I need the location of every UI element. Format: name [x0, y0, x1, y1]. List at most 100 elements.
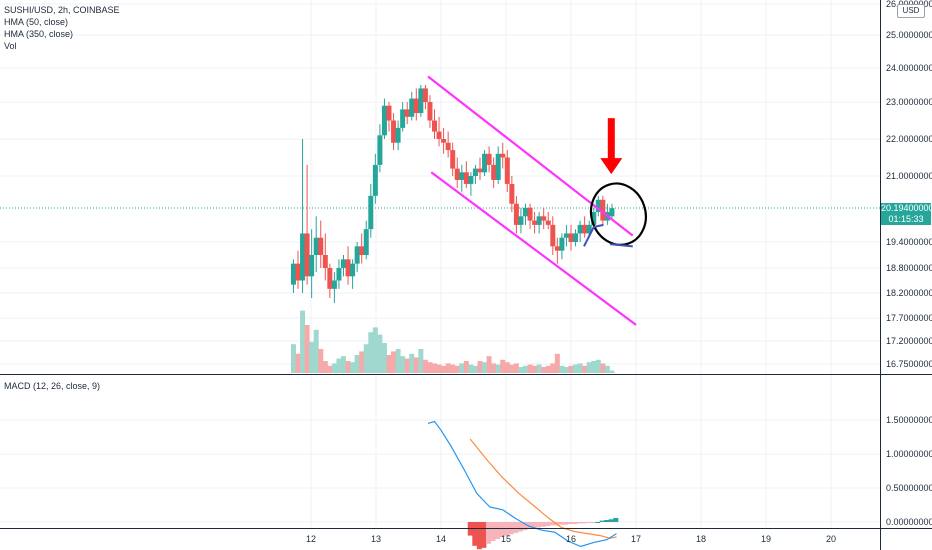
currency-badge[interactable]: USD — [897, 4, 925, 18]
last-price-value: 20.19400000 — [881, 203, 932, 213]
candle-body — [468, 176, 474, 184]
volume-bar — [318, 349, 324, 373]
candle-body — [450, 150, 456, 169]
volume-bar — [559, 365, 565, 373]
volume-bar — [527, 364, 533, 373]
macd-histogram-bar — [536, 522, 541, 528]
volume-bar — [604, 365, 610, 373]
volume-bar — [463, 361, 469, 373]
macd-histogram-bar — [485, 522, 491, 544]
volume-bar — [568, 365, 574, 373]
y-tick-label: 24.00000000 — [886, 63, 932, 73]
candle-body — [568, 233, 574, 242]
symbol-title: SUSHI/USD, 2h, COINBASE — [4, 5, 120, 15]
macd-histogram-bar — [581, 522, 587, 524]
macd-y-tick-label: 1.00000000 — [886, 449, 932, 459]
candle-body — [504, 157, 510, 184]
volume-bar — [541, 367, 547, 373]
main-grid — [0, 0, 880, 528]
volume-bar — [309, 341, 315, 373]
volume-bar — [327, 365, 333, 373]
candle-body — [372, 164, 378, 196]
volume-bar — [477, 361, 483, 373]
candle-body — [304, 233, 310, 277]
volume-bar — [504, 362, 510, 373]
last-price-tag: 20.19400000 01:15:33 — [881, 203, 932, 225]
candle-body — [427, 102, 433, 121]
x-tick-label: 13 — [371, 534, 381, 544]
macd-plot — [427, 420, 619, 550]
candle-body — [350, 263, 356, 277]
candle-body — [600, 199, 606, 221]
volume-bar — [459, 363, 465, 373]
candle-body — [513, 203, 519, 225]
channel-upper-line — [427, 75, 634, 237]
channel-lower-line — [430, 171, 637, 326]
macd-histogram-bar — [572, 522, 578, 525]
hma-350-legend[interactable]: HMA (350, close) — [4, 29, 74, 39]
x-tick-label: 14 — [436, 534, 446, 544]
y-tick-label: 17.20000000 — [886, 336, 932, 346]
volume-bar — [359, 351, 365, 373]
y-tick-label: 23.00000000 — [886, 97, 932, 107]
candle-body — [309, 255, 315, 277]
macd-legend[interactable]: MACD (12, 26, close, 9) — [4, 381, 101, 391]
volume-bar — [377, 334, 383, 373]
volume-bar — [381, 343, 387, 373]
candle-body — [595, 199, 601, 213]
candle-body — [313, 237, 319, 255]
candle-body — [359, 246, 365, 255]
candle-body — [341, 259, 346, 268]
volume-bar — [513, 363, 519, 373]
candle-body — [336, 268, 342, 281]
volume-bar — [322, 361, 328, 373]
macd-y-tick-label: 0.00000000 — [886, 517, 932, 527]
candle-body — [541, 216, 547, 221]
volume-bar — [600, 363, 606, 373]
volume-bar — [468, 364, 474, 373]
volume-bar — [441, 365, 447, 373]
candle-body — [559, 237, 565, 251]
hma-50-legend[interactable]: HMA (50, close) — [4, 17, 69, 27]
volume-bar — [300, 310, 306, 373]
volume-legend[interactable]: Vol — [4, 41, 17, 51]
y-tick-label: 16.75000000 — [886, 359, 932, 369]
volume-bar — [577, 363, 583, 373]
macd-histogram-bar — [576, 522, 582, 524]
macd-histogram-bar — [545, 522, 551, 527]
candle-body — [563, 233, 569, 238]
arrow-shaft — [607, 118, 615, 161]
x-tick-label: 17 — [631, 534, 641, 544]
candle-body — [500, 153, 506, 158]
candle-body — [422, 88, 428, 102]
candle-body — [554, 246, 560, 251]
volume-bars — [290, 310, 615, 373]
highlight-circle — [589, 182, 647, 246]
candle-body — [477, 168, 483, 173]
volume-bar — [391, 351, 397, 373]
candle-body — [418, 88, 424, 114]
volume-bar — [450, 364, 456, 373]
volume-bar — [350, 362, 356, 373]
volume-bar — [591, 361, 597, 373]
candle-body — [295, 263, 301, 281]
macd-histogram-bar — [549, 522, 555, 526]
macd-histogram-bar — [526, 522, 532, 529]
volume-bar — [554, 353, 560, 373]
volume-bar — [386, 355, 392, 373]
candle-body — [523, 207, 528, 217]
macd-histogram-bar — [481, 522, 487, 548]
volume-bar — [563, 367, 569, 373]
x-tick-label: 20 — [826, 534, 836, 544]
candle-body — [545, 220, 551, 225]
macd-y-tick-label: 1.50000000 — [886, 415, 932, 425]
candle-body — [327, 268, 333, 289]
macd-histogram-bar — [472, 522, 478, 546]
candle-body — [495, 153, 501, 180]
volume-bar — [545, 365, 551, 373]
candle-body — [386, 105, 392, 121]
candle-body — [345, 259, 351, 277]
macd-y-tick-label: 0.50000000 — [886, 483, 932, 493]
macd-histogram-bar — [608, 519, 614, 522]
